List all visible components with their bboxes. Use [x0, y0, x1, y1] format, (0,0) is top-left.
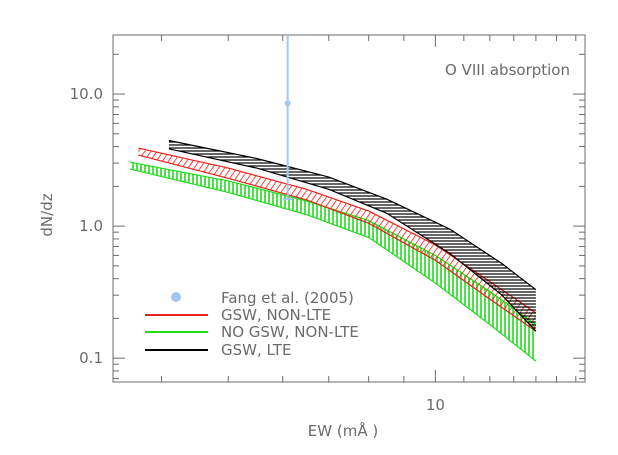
- y-tick-label: 1.0: [79, 217, 103, 235]
- series-bands: [129, 139, 537, 362]
- plot-frame: [112, 34, 586, 383]
- legend-label-1: GSW, NON-LTE: [221, 306, 331, 324]
- legend-label-3: GSW, LTE: [221, 341, 291, 359]
- annotation-label: O VIII absorption: [445, 61, 570, 79]
- legend-marker-observation: [171, 292, 181, 302]
- tick-labels: 10 0.1 1.0 10.0: [70, 85, 445, 414]
- series-upper-edge-3: [168, 139, 537, 291]
- legend-label-2: NO GSW, NON-LTE: [221, 323, 359, 341]
- observation-group: [282, 35, 293, 201]
- series-lower-edge-1: [138, 154, 537, 332]
- y-axis-label: dN/dz: [38, 193, 56, 236]
- observation-point: [284, 100, 291, 107]
- series-lower-edge-3: [168, 148, 537, 332]
- series-lower-edge-2: [129, 168, 537, 362]
- axis-ticks: [113, 35, 585, 382]
- y-tick-label: 0.1: [79, 349, 103, 367]
- y-tick-label: 10.0: [70, 85, 103, 103]
- legend-label-observation: Fang et al. (2005): [221, 289, 354, 307]
- x-tick-label: 10: [426, 396, 445, 414]
- x-axis-label: EW (mÅ ): [308, 421, 378, 440]
